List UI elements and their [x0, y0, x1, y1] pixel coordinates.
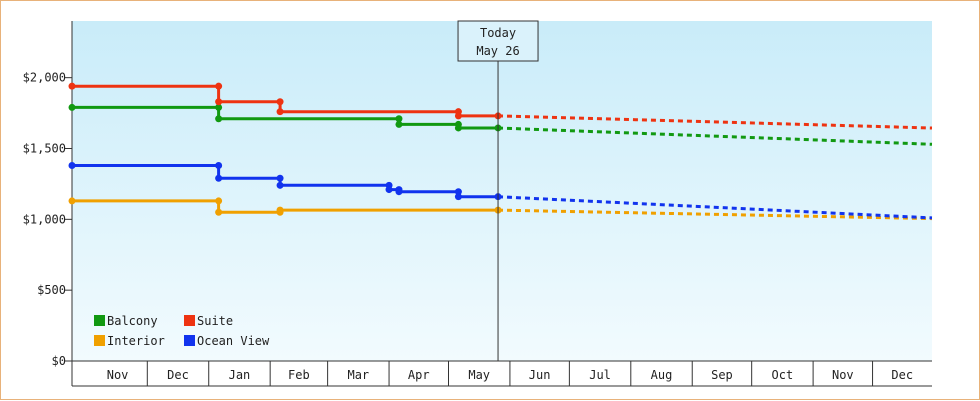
month-label: May [468, 368, 490, 382]
month-label: Jun [529, 368, 551, 382]
y-tick-label: $1,000 [23, 212, 66, 226]
legend-swatch [184, 335, 195, 346]
data-point [395, 120, 403, 128]
series-layer [68, 82, 933, 221]
month-label: Aug [651, 368, 673, 382]
data-point [276, 206, 284, 214]
month-label: Mar [347, 368, 369, 382]
data-point [454, 124, 462, 132]
month-label: Nov [107, 368, 129, 382]
data-point [68, 103, 76, 111]
today-label: Today [480, 26, 516, 40]
series-line [72, 199, 498, 214]
legend: Balcony Suite Interior Ocean View [94, 314, 270, 348]
month-label: Apr [408, 368, 430, 382]
legend-label: Interior [107, 334, 165, 348]
y-tick-label: $2,000 [23, 71, 66, 85]
month-label: Jan [229, 368, 251, 382]
forecast-line [497, 195, 933, 220]
legend-label: Balcony [107, 314, 158, 328]
plot-area [72, 21, 932, 361]
data-point [215, 115, 223, 123]
data-point [215, 103, 223, 111]
legend-swatch [94, 315, 105, 326]
data-point [454, 112, 462, 120]
legend-label: Suite [197, 314, 233, 328]
y-tick-label: $500 [37, 283, 66, 297]
data-point [68, 82, 76, 90]
data-point [395, 188, 403, 196]
legend-swatch [94, 335, 105, 346]
y-tick-label: $1,500 [23, 142, 66, 156]
data-point [454, 188, 462, 196]
month-label: Dec [167, 368, 189, 382]
y-tick-label: $0 [52, 354, 66, 368]
legend-label: Ocean View [197, 334, 270, 348]
forecast-line [497, 114, 933, 130]
today-box [457, 20, 539, 62]
data-point [68, 162, 76, 169]
data-point [215, 174, 223, 182]
data-point [395, 115, 403, 123]
data-point [215, 208, 223, 216]
month-label: Nov [832, 368, 854, 382]
data-point [215, 162, 223, 169]
today-marker: Today May 26 [457, 20, 539, 361]
month-label: Dec [891, 368, 913, 382]
x-axis: Nov Dec Jan Feb Mar Apr May Jun Jul Aug Sep Oct Nov D… [71, 360, 932, 387]
data-point [276, 98, 284, 106]
today-date: May 26 [476, 44, 519, 58]
data-point [276, 174, 284, 182]
data-point [276, 181, 284, 189]
data-point [276, 108, 284, 116]
legend-swatch [184, 315, 195, 326]
forecast-line [497, 208, 933, 221]
month-label: Feb [288, 368, 310, 382]
month-label: Sep [711, 368, 733, 382]
forecast-line [497, 126, 933, 146]
data-point [454, 193, 462, 201]
data-point [215, 82, 223, 90]
data-point [385, 186, 393, 194]
data-point [215, 98, 223, 106]
month-label: Oct [772, 368, 794, 382]
month-label: Jul [589, 368, 611, 382]
data-point [215, 197, 223, 205]
data-point [68, 197, 76, 205]
y-axis: $0 $500 $1,000 $1,500 $2,000 [23, 21, 73, 368]
